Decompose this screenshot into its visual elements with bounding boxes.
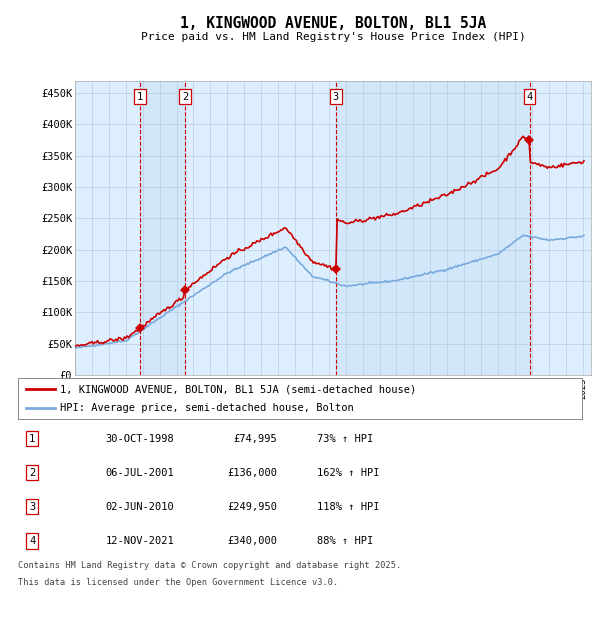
Text: £340,000: £340,000 [227, 536, 277, 546]
Text: 06-JUL-2001: 06-JUL-2001 [106, 467, 174, 478]
Text: 1, KINGWOOD AVENUE, BOLTON, BL1 5JA (semi-detached house): 1, KINGWOOD AVENUE, BOLTON, BL1 5JA (sem… [60, 384, 416, 394]
Text: 88% ↑ HPI: 88% ↑ HPI [317, 536, 373, 546]
Text: 1, KINGWOOD AVENUE, BOLTON, BL1 5JA: 1, KINGWOOD AVENUE, BOLTON, BL1 5JA [180, 16, 486, 30]
Text: 3: 3 [29, 502, 35, 512]
Text: Price paid vs. HM Land Registry's House Price Index (HPI): Price paid vs. HM Land Registry's House … [140, 32, 526, 42]
Text: 162% ↑ HPI: 162% ↑ HPI [317, 467, 379, 478]
Text: 12-NOV-2021: 12-NOV-2021 [106, 536, 174, 546]
Text: 30-OCT-1998: 30-OCT-1998 [106, 433, 174, 444]
Text: 2: 2 [29, 467, 35, 478]
Text: 3: 3 [333, 92, 339, 102]
Bar [140, 81, 185, 375]
Text: 118% ↑ HPI: 118% ↑ HPI [317, 502, 379, 512]
Text: £136,000: £136,000 [227, 467, 277, 478]
Text: 2: 2 [182, 92, 188, 102]
Text: This data is licensed under the Open Government Licence v3.0.: This data is licensed under the Open Gov… [18, 578, 338, 588]
Text: Contains HM Land Registry data © Crown copyright and database right 2025.: Contains HM Land Registry data © Crown c… [18, 561, 401, 570]
Text: 1: 1 [29, 433, 35, 444]
Text: £249,950: £249,950 [227, 502, 277, 512]
Text: 73% ↑ HPI: 73% ↑ HPI [317, 433, 373, 444]
Text: 1: 1 [137, 92, 143, 102]
Text: HPI: Average price, semi-detached house, Bolton: HPI: Average price, semi-detached house,… [60, 402, 354, 413]
Text: 02-JUN-2010: 02-JUN-2010 [106, 502, 174, 512]
Text: 4: 4 [29, 536, 35, 546]
Bar [336, 81, 530, 375]
Text: 4: 4 [526, 92, 533, 102]
Text: £74,995: £74,995 [233, 433, 277, 444]
